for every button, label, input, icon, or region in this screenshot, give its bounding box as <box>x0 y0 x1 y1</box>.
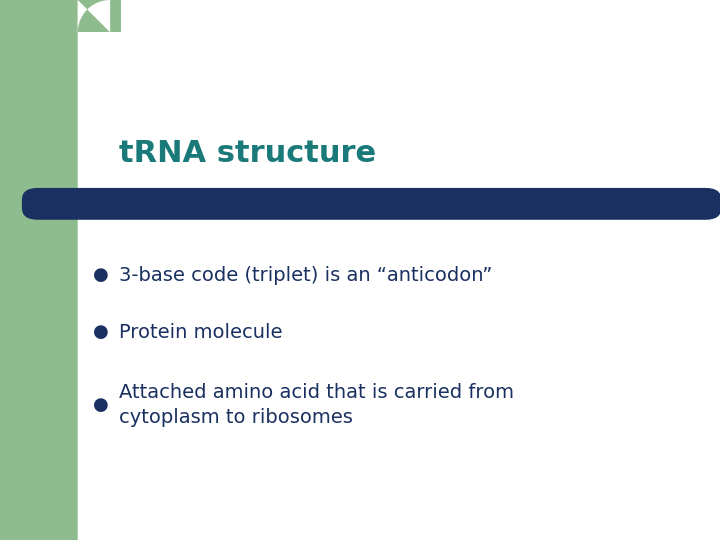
Bar <box>78 0 720 540</box>
Text: ●: ● <box>93 323 109 341</box>
Text: ●: ● <box>93 396 109 414</box>
Text: 3-base code (triplet) is an “anticodon”: 3-base code (triplet) is an “anticodon” <box>119 266 492 285</box>
Text: ●: ● <box>93 266 109 285</box>
FancyBboxPatch shape <box>22 188 720 220</box>
Text: tRNA structure: tRNA structure <box>119 139 376 168</box>
FancyBboxPatch shape <box>0 0 202 200</box>
FancyBboxPatch shape <box>78 0 720 540</box>
Text: Protein molecule: Protein molecule <box>119 322 282 342</box>
Text: Attached amino acid that is carried from
cytoplasm to ribosomes: Attached amino acid that is carried from… <box>119 383 514 427</box>
Bar <box>78 0 121 32</box>
Polygon shape <box>78 0 110 32</box>
